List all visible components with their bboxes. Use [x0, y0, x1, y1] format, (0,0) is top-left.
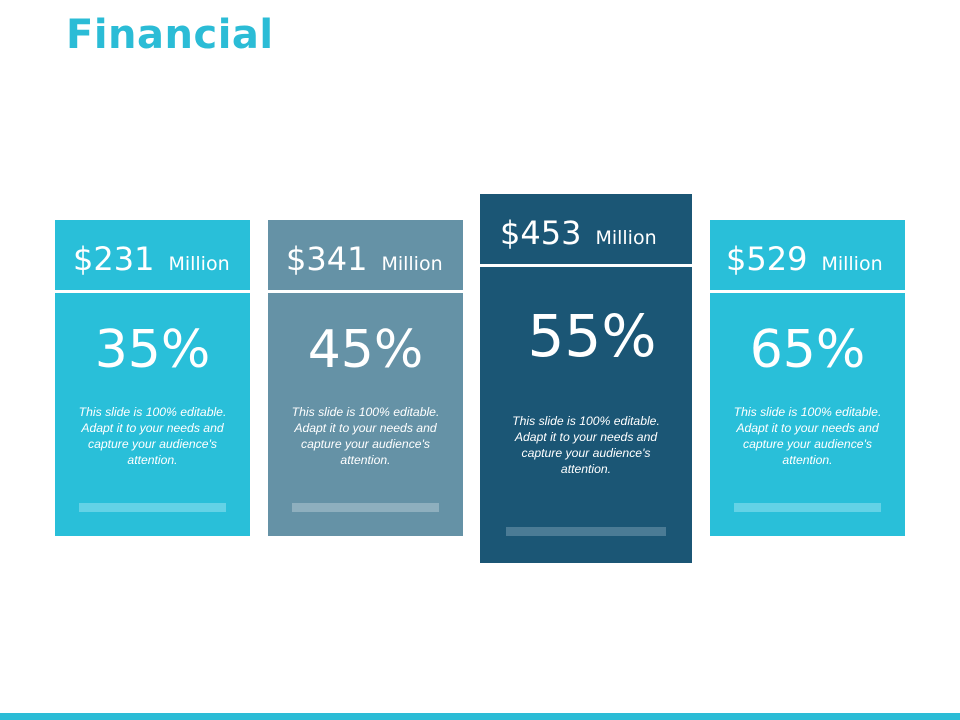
- progress-bar: [734, 503, 881, 512]
- card-divider: [480, 264, 692, 267]
- financial-card-4: $529 Million 65% This slide is 100% edit…: [710, 220, 905, 536]
- amount-unit: Million: [168, 253, 230, 275]
- card-description: This slide is 100% editable. Adapt it to…: [512, 414, 660, 476]
- card-description: This slide is 100% editable. Adapt it to…: [291, 405, 440, 467]
- card-header: $453 Million: [480, 194, 692, 264]
- progress-bar: [292, 503, 439, 512]
- percentage-value: 35%: [94, 320, 211, 380]
- card-description: This slide is 100% editable. Adapt it to…: [78, 405, 227, 467]
- card-header: $529 Million: [710, 220, 905, 290]
- amount-value: $453: [500, 214, 582, 252]
- card-divider: [710, 290, 905, 293]
- progress-bar: [506, 527, 666, 536]
- card-header: $231 Million: [55, 220, 250, 290]
- percentage-value: 65%: [749, 320, 866, 380]
- amount-unit: Million: [595, 227, 657, 249]
- card-header: $341 Million: [268, 220, 463, 290]
- slide-title: Financial: [66, 12, 274, 58]
- footer-accent-line: [0, 713, 960, 720]
- financial-card-1: $231 Million 35% This slide is 100% edit…: [55, 220, 250, 536]
- financial-card-3: $453 Million 55% This slide is 100% edit…: [480, 194, 692, 563]
- percentage-value: 45%: [307, 320, 424, 380]
- amount-value: $529: [726, 240, 808, 278]
- card-description: This slide is 100% editable. Adapt it to…: [733, 405, 882, 467]
- card-divider: [55, 290, 250, 293]
- financial-card-2: $341 Million 45% This slide is 100% edit…: [268, 220, 463, 536]
- amount-value: $231: [73, 240, 155, 278]
- percentage-value: 55%: [527, 302, 657, 370]
- amount-value: $341: [286, 240, 368, 278]
- amount-unit: Million: [381, 253, 443, 275]
- progress-bar: [79, 503, 226, 512]
- amount-unit: Million: [821, 253, 883, 275]
- card-divider: [268, 290, 463, 293]
